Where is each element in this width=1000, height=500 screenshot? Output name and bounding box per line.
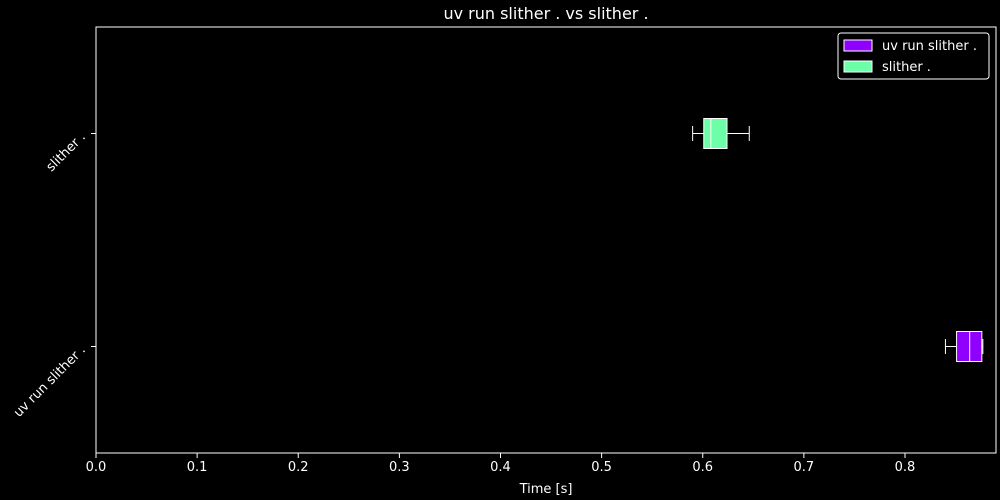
x-tick-label: 0.1 [187, 460, 208, 475]
chart-title: uv run slither . vs slither . [443, 4, 648, 23]
x-tick-label: 0.2 [288, 460, 309, 475]
box-iqr [956, 331, 983, 362]
legend-swatch [843, 39, 873, 52]
legend: uv run slither . slither . [837, 32, 990, 80]
x-tick-label: 0.3 [389, 460, 410, 475]
legend-swatch [843, 60, 873, 73]
boxplot-1 [944, 331, 984, 362]
x-tick-label: 0.6 [692, 460, 713, 475]
boxplots [692, 118, 984, 362]
legend-frame [837, 32, 990, 80]
box-iqr [703, 118, 728, 149]
x-tick-label: 0.7 [794, 460, 815, 475]
x-tick-label: 0.0 [86, 460, 107, 475]
legend-label: slither . [882, 60, 931, 75]
boxplot-2 [692, 118, 750, 149]
legend-label: uv run slither . [882, 39, 977, 54]
x-axis: 0.0 0.1 0.2 0.3 0.4 0.5 0.6 0.7 0.8 [86, 453, 916, 475]
x-tick-label: 0.4 [490, 460, 511, 475]
x-axis-label: Time [s] [519, 482, 573, 497]
x-tick-label: 0.5 [591, 460, 612, 475]
plot-frame [95, 26, 997, 454]
x-tick-label: 0.8 [895, 460, 916, 475]
